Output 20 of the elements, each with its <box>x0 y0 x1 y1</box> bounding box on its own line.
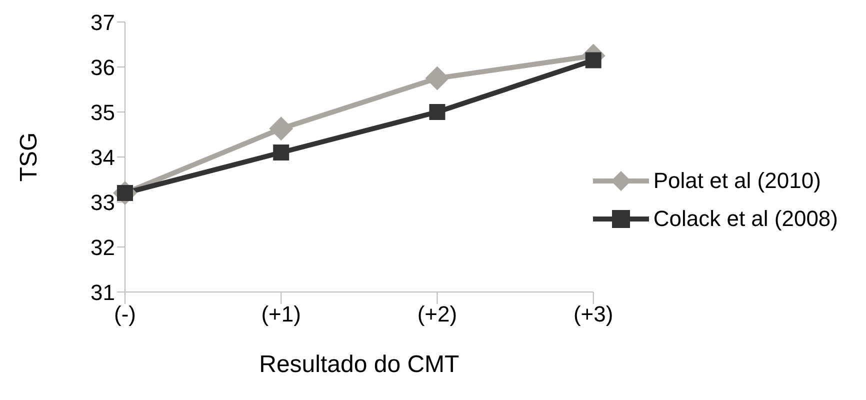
y-tick-label: 32 <box>90 234 115 260</box>
x-tick-label: (+3) <box>573 302 614 327</box>
x-tick-label: (+2) <box>417 302 458 327</box>
legend-label: Colack et al (2008) <box>653 206 838 232</box>
y-tick-label: 37 <box>90 10 115 35</box>
y-tick-label: 31 <box>90 280 115 305</box>
x-tick-label: (-) <box>114 302 136 327</box>
point <box>269 116 294 141</box>
y-tick-label: 36 <box>90 54 115 80</box>
y-tick-label: 34 <box>90 144 115 170</box>
point <box>425 66 450 90</box>
y-tick-label: 33 <box>90 190 115 215</box>
point <box>585 52 602 68</box>
legend-label: Polat et al (2010) <box>653 168 821 194</box>
x-axis-title: Resultado do CMT <box>259 351 460 378</box>
x-tick-label: (+1) <box>261 302 301 327</box>
y-tick-label: 35 <box>90 100 115 125</box>
point <box>429 104 446 120</box>
point <box>273 144 290 160</box>
y-axis-title: TSG <box>16 132 43 182</box>
